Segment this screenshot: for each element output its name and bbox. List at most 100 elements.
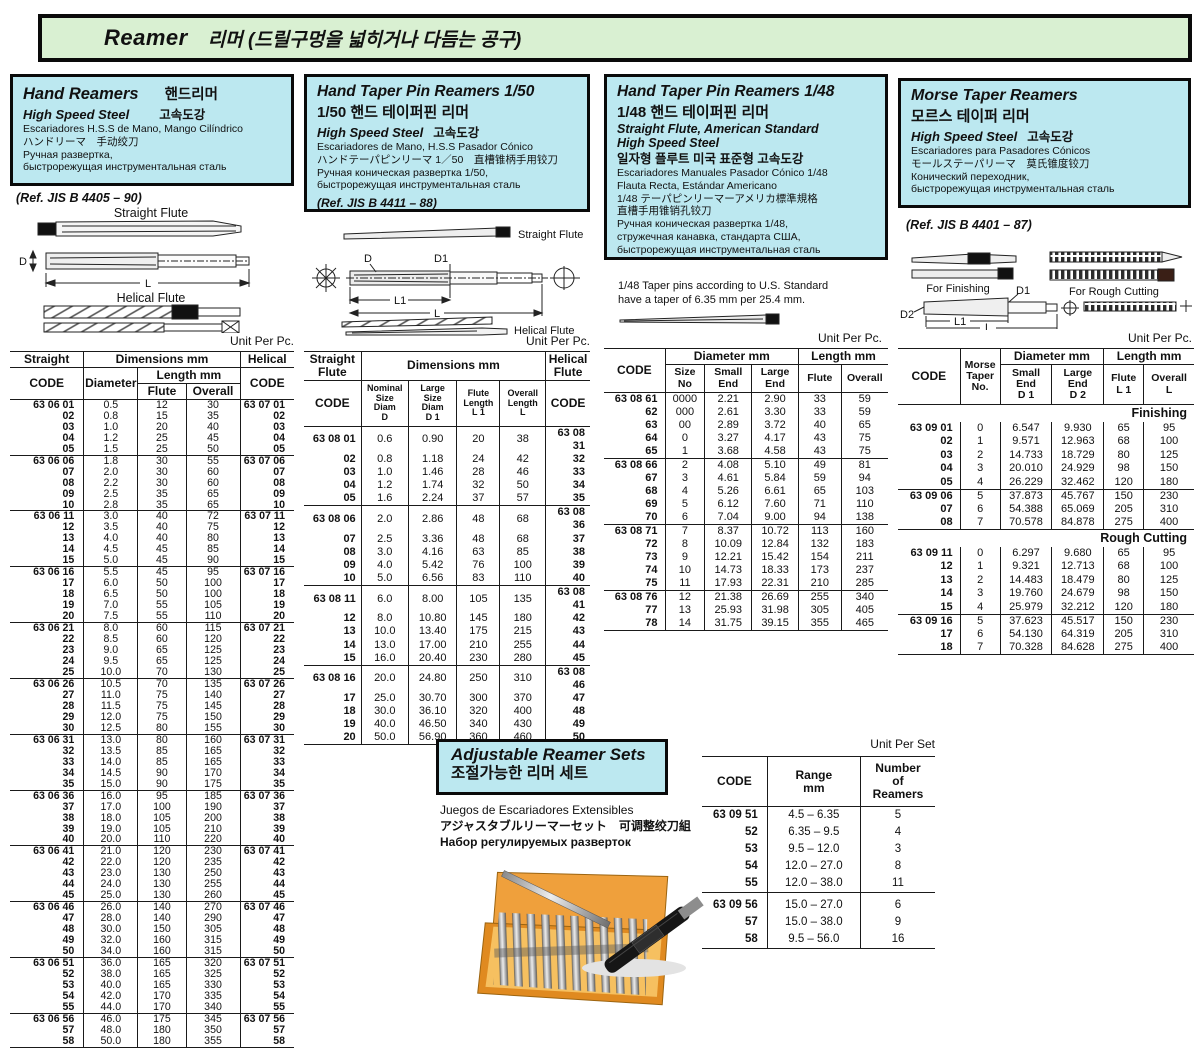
translation-line: Набор регулируемых разверток <box>440 835 631 850</box>
table-row: 04 1.2 1.74 32 50 34 <box>304 479 590 493</box>
column-header: Length mm <box>137 367 240 384</box>
column-header: Helical <box>239 351 294 368</box>
table-row: 65 1 3.68 4.58 43 75 <box>604 445 888 459</box>
section-subtitle-korean: 고속도강 <box>1027 130 1074 144</box>
table-row: 40 20.0 110 220 40 <box>10 834 294 846</box>
straight-reamer-drawing <box>37 220 242 237</box>
table-row: 07 2.0 30 60 07 <box>10 466 294 478</box>
table-row: 07 2.5 3.36 48 68 37 <box>304 532 590 546</box>
column-header: Range mm <box>766 756 861 807</box>
table-row: 24 9.5 65 125 24 <box>10 656 294 668</box>
column-header: Flute L 1 <box>1103 364 1144 405</box>
table-row: 67 3 4.61 5.84 59 94 <box>604 472 888 485</box>
table-row: 05 1.6 2.24 37 57 35 <box>304 492 590 506</box>
unit-per-pc-label: Unit Per Pc. <box>817 331 882 345</box>
section-title-row: Rough Cutting <box>898 529 1194 547</box>
column-header: CODE <box>10 367 84 400</box>
column-header: Small End <box>704 364 752 393</box>
table-row: 19 7.0 55 105 19 <box>10 600 294 612</box>
adjustable-reamer-tool <box>604 896 704 973</box>
table-row: 12 3.5 40 75 12 <box>10 522 294 534</box>
taper-pin-50-infobox: Hand Taper Pin Reamers 1/50 1/50 핸드 테이퍼핀… <box>304 74 590 212</box>
table-row: 10 2.8 35 65 10 <box>10 499 294 511</box>
translation-line: быстрорежущая инструментальная сталь <box>911 183 1115 196</box>
table-row: 47 28.0 140 290 47 <box>10 913 294 925</box>
table-row: 02 1 9.571 12.963 68 100 <box>898 435 1194 449</box>
hand-reamers-table: Straight Dimensions mm Helical CODE Diam… <box>10 351 294 1048</box>
dimension-drawing <box>913 293 1058 317</box>
column-header: Straight <box>10 351 84 368</box>
section-title-korean: 1/50 핸드 테이퍼핀 리머 <box>317 104 470 121</box>
table-row: 63 09 51 4.5 – 6.35 5 <box>702 806 935 824</box>
section-title: Morse Taper Reamers <box>911 87 1078 104</box>
column-header: Dimensions mm <box>360 351 546 381</box>
table-row: 62 000 2.61 3.30 33 59 <box>604 406 888 419</box>
column-header: Straight Flute <box>304 351 362 381</box>
table-row: 63 09 01 0 6.547 9.930 65 95 <box>898 421 1194 435</box>
table-row: 69 5 6.12 7.60 71 110 <box>604 498 888 511</box>
hand-reamers-infobox: Hand Reamers 핸드리머 High Speed Steel 고속도강 Es… <box>10 74 294 186</box>
table-row: 63 06 26 10.5 70 135 63 07 26 <box>10 677 294 690</box>
table-row: 70 6 7.04 9.00 94 138 <box>604 511 888 525</box>
d-label: D <box>19 256 27 268</box>
table-row: 15 5.0 45 90 15 <box>10 555 294 567</box>
table-row: 13 4.0 40 80 13 <box>10 533 294 545</box>
l-dimension-line <box>926 314 1058 329</box>
translation-line: Escariadores Manuales Pasador Cónico 1/4… <box>617 167 828 179</box>
column-header: CODE <box>702 756 768 807</box>
table-row: 63 06 11 3.0 40 72 63 07 11 <box>10 510 294 523</box>
rough-cutting-reamer-drawings <box>1049 251 1183 282</box>
translation-line: 1/48 テーパピンリーマーアメリカ標準規格 <box>617 192 818 205</box>
table-row: 63 06 51 36.0 165 320 63 07 51 <box>10 956 294 969</box>
table-row: 55 12.0 – 38.0 11 <box>702 875 935 893</box>
table-row: 63 09 06 5 37.873 45.767 150 230 <box>898 488 1194 503</box>
table-row: 63 06 36 16.0 95 185 63 07 36 <box>10 789 294 802</box>
table-row: 13 2 14.483 18.479 80 125 <box>898 573 1194 587</box>
adjustable-sets-table: CODE Range mm Number of Reamers 63 09 51… <box>702 756 935 949</box>
column-header: Diameter mm <box>999 348 1104 365</box>
morse-taper-table: CODE Morse Taper No. Diameter mm Length … <box>898 348 1194 655</box>
column-header: Morse Taper No. <box>959 348 1001 405</box>
d-dimension-arrow <box>29 249 37 273</box>
l-dimension-line <box>348 284 544 317</box>
table-row: 14 4.5 45 85 14 <box>10 544 294 556</box>
section-subtitle-korean: 고속도강 <box>433 126 480 140</box>
section-subtitle: High Speed Steel <box>23 107 130 122</box>
section-subtitle-korean: 고속도강 <box>159 108 206 122</box>
table-row: 68 4 5.26 6.61 65 103 <box>604 485 888 498</box>
column-header: Number of Reamers <box>859 756 935 807</box>
table-row: 63 06 56 46.0 175 345 63 07 56 <box>10 1012 294 1025</box>
table-row: 57 48.0 180 350 57 <box>10 1024 294 1036</box>
adjustable-sets-translations: Juegos de Escariadores Extensibles アジャスタ… <box>440 802 720 851</box>
table-row: 63 09 16 5 37.623 45.517 150 230 <box>898 613 1194 628</box>
table-row: 34 14.5 90 170 34 <box>10 767 294 779</box>
table-row: 63 06 16 5.5 45 95 63 07 16 <box>10 566 294 579</box>
table-row: 64 0 3.27 4.17 43 75 <box>604 432 888 445</box>
table-row: 63 06 21 8.0 60 115 63 07 21 <box>10 622 294 635</box>
table-row: 03 2 14.733 18.729 80 125 <box>898 448 1194 462</box>
column-header: Dimensions mm <box>83 351 240 368</box>
adjustable-sets-infobox: Adjustable Reamer Sets 조절가능한 리머 세트 <box>436 739 668 795</box>
page-title: Reamer <box>104 25 188 50</box>
section-subtitle-2: High Speed Steel <box>617 136 720 151</box>
translation-line: Escariadores de Mano, H.S.S Pasador Cóni… <box>317 141 533 153</box>
table-row: 58 50.0 180 355 58 <box>10 1035 294 1048</box>
taper-pin-50-diagram: Straight Flute D D1 L1 L Helical Flute <box>312 226 583 336</box>
helical-flute-label: Helical Flute <box>514 325 575 336</box>
column-header: Small End D 1 <box>999 364 1052 405</box>
rough-reamer-side-drawing <box>1083 300 1192 312</box>
column-header: Overall L <box>1143 364 1194 405</box>
straight-reamer-dimension-drawing <box>45 252 250 270</box>
table-row: 54 42.0 170 335 54 <box>10 990 294 1002</box>
column-header: CODE <box>545 380 590 427</box>
table-row: 63 06 01 0.5 12 30 63 07 01 <box>10 399 294 411</box>
table-row: 43 23.0 130 250 43 <box>10 868 294 880</box>
table-row: 63 08 11 6.0 8.00 105 135 63 08 41 <box>304 585 590 613</box>
unit-per-pc-label: Unit Per Pc. <box>525 334 590 348</box>
taper-pin-48-table: CODE Diameter mm Length mm Size No Small… <box>604 348 888 631</box>
taper-reamer-dimension-drawing <box>346 270 548 286</box>
table-row: 63 08 06 2.0 2.86 48 68 63 08 36 <box>304 505 590 533</box>
section-subtitle: High Speed Steel <box>911 129 1018 144</box>
table-row: 57 15.0 – 38.0 9 <box>702 914 935 931</box>
table-row: 48 30.0 150 305 48 <box>10 924 294 936</box>
